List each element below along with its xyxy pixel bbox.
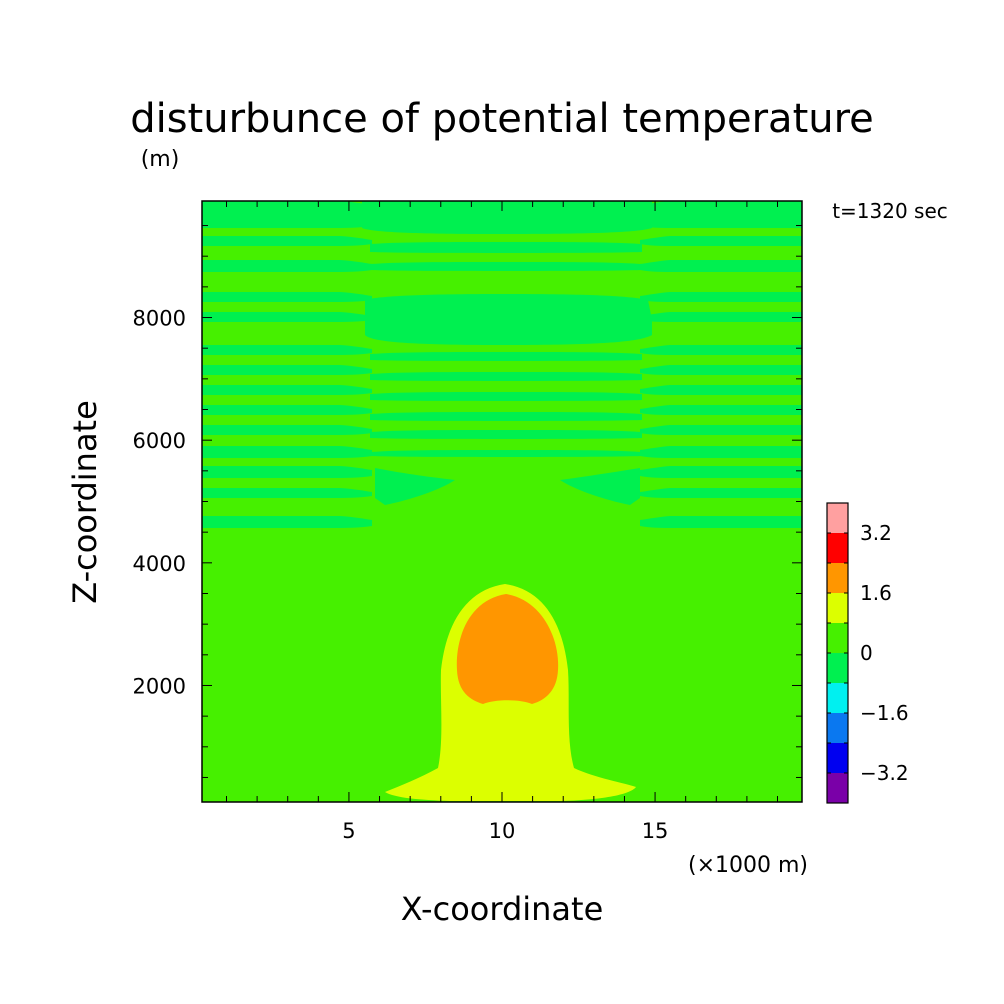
wave-band-center xyxy=(370,450,642,457)
wave-band-right xyxy=(640,201,802,228)
y-tick-label: 2000 xyxy=(133,674,186,698)
colorbar-label: 1.6 xyxy=(860,581,892,605)
wave-band-left xyxy=(202,446,372,458)
wave-band-left xyxy=(202,201,372,228)
time-label: t=1320 sec xyxy=(832,199,948,223)
colorbar-label: −1.6 xyxy=(860,701,909,725)
wave-bands xyxy=(202,201,802,528)
colorbar-swatch xyxy=(827,593,848,623)
y-tick-label: 4000 xyxy=(133,552,186,576)
wave-band-center xyxy=(370,372,642,381)
colorbar-swatch xyxy=(827,533,848,563)
wave-band-left xyxy=(202,345,372,355)
wave-band-left xyxy=(202,425,372,435)
wave-band-right xyxy=(640,292,802,302)
wave-band-left xyxy=(202,385,372,395)
wave-band-right xyxy=(640,425,802,435)
y-unit-label: (m) xyxy=(141,147,180,172)
wave-band-right xyxy=(640,466,802,478)
wave-band-right xyxy=(640,345,802,355)
wave-band-right xyxy=(640,236,802,246)
x-tick-label: 10 xyxy=(489,819,516,843)
x-tick-label: 5 xyxy=(342,819,355,843)
y-tick-label: 8000 xyxy=(133,307,186,331)
colorbar-swatch xyxy=(827,773,848,803)
wave-band-right xyxy=(640,312,802,322)
thermal-core xyxy=(456,594,559,704)
wave-band-left xyxy=(202,236,372,246)
wave-band-center xyxy=(370,430,642,439)
colorbar-label: 3.2 xyxy=(860,521,892,545)
wave-band-center xyxy=(370,262,642,271)
wave-band-center xyxy=(365,294,652,345)
wave-band-center xyxy=(370,352,642,361)
axis-ticks: 5 10 15 2000 4000 6000 8000 xyxy=(133,201,802,843)
wave-band-right xyxy=(640,385,802,395)
colorbar-swatch xyxy=(827,503,848,533)
y-tick-label: 6000 xyxy=(133,429,186,453)
wave-band-left xyxy=(202,466,372,478)
wave-band-right xyxy=(640,405,802,415)
wave-band-center xyxy=(362,201,652,234)
wave-band-left xyxy=(202,516,372,528)
wave-band-left xyxy=(202,292,372,302)
chart-title: disturbunce of potential temperature xyxy=(130,96,874,142)
y-axis-label: Z-coordinate xyxy=(66,400,104,604)
colorbar-swatch xyxy=(827,653,848,683)
wave-band-left xyxy=(202,260,372,272)
wave-band-center xyxy=(370,242,642,253)
colorbar-swatch xyxy=(827,623,848,653)
wave-band-left xyxy=(202,488,372,498)
wave-band-center xyxy=(370,392,642,401)
colorbar-label: 0 xyxy=(860,641,873,665)
x-axis-label: X-coordinate xyxy=(401,890,604,928)
wave-band-right xyxy=(640,446,802,458)
wave-band-center xyxy=(370,412,642,421)
plot-area xyxy=(202,201,802,802)
wave-band-left xyxy=(202,312,372,322)
x-tick-label: 15 xyxy=(642,819,669,843)
wave-lobe-left xyxy=(375,468,455,505)
colorbar-swatch xyxy=(827,713,848,743)
wave-band-left xyxy=(202,365,372,375)
colorbar-label: −3.2 xyxy=(860,761,909,785)
x-unit-label: (×1000 m) xyxy=(688,853,808,878)
colorbar-swatch xyxy=(827,743,848,773)
wave-lobe-right xyxy=(560,468,640,505)
wave-band-right xyxy=(640,516,802,528)
wave-band-left xyxy=(202,405,372,415)
wave-band-right xyxy=(640,260,802,272)
colorbar-swatch xyxy=(827,563,848,593)
wave-band-right xyxy=(640,365,802,375)
colorbar: 3.2 1.6 0 −1.6 −3.2 xyxy=(826,502,909,804)
wave-band-right xyxy=(640,488,802,498)
colorbar-swatch xyxy=(827,683,848,713)
